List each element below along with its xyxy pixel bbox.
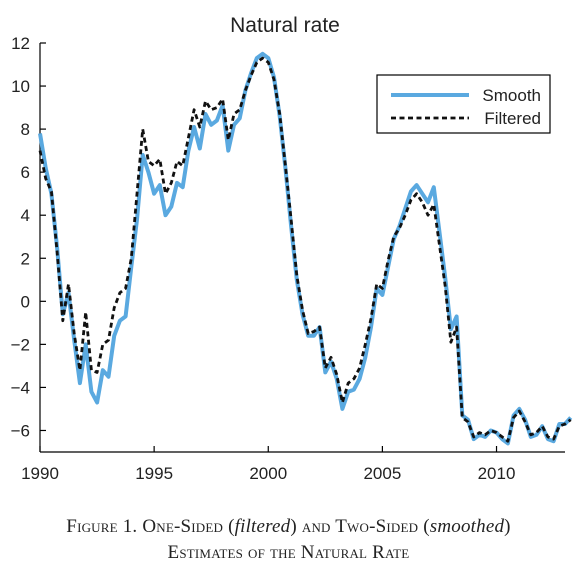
- natural-rate-chart: Natural rate 12 10 8 6 4 2 0 −2 −4 −6 1990 1995 2000…: [11, 14, 573, 483]
- legend-label-filtered: Filtered: [484, 109, 541, 128]
- legend-label-smooth: Smooth: [482, 86, 541, 105]
- x-tick-label: 1990: [21, 464, 59, 483]
- y-tick-label: −4: [11, 378, 30, 397]
- caption-prefix: Figure 1. One-Sided (: [66, 516, 235, 537]
- legend: Smooth Filtered: [376, 74, 551, 134]
- y-tick-label: 8: [21, 120, 30, 139]
- caption-italic-smoothed: smoothed: [429, 516, 505, 537]
- x-tick-label: 2005: [363, 464, 401, 483]
- legend-box: [376, 74, 551, 134]
- y-tick-label: 0: [21, 292, 30, 311]
- caption-mid: ) and Two-Sided (: [290, 516, 430, 537]
- x-tick-label: 2000: [249, 464, 287, 483]
- y-tick-label: 4: [21, 206, 30, 225]
- chart-title: Natural rate: [230, 14, 340, 37]
- y-tick-label: −6: [11, 421, 30, 440]
- y-tick-label: 12: [11, 34, 30, 53]
- caption-line-2: Estimates of the Natural Rate: [167, 542, 410, 563]
- y-tick-label: 6: [21, 163, 30, 182]
- x-tick-label: 2010: [478, 464, 516, 483]
- x-tick-label: 1995: [135, 464, 173, 483]
- axes: 12 10 8 6 4 2 0 −2 −4 −6 1990 1995 2000 2005 2010: [11, 34, 565, 483]
- y-tick-label: −2: [11, 335, 30, 354]
- series-line-filtered: [38, 56, 572, 443]
- y-tick-label: 10: [11, 77, 30, 96]
- caption-suffix: ): [504, 516, 511, 537]
- series-layer: [38, 51, 573, 446]
- caption-line-1: Figure 1. One-Sided (filtered) and Two-S…: [0, 516, 577, 538]
- y-tick-label: 2: [21, 249, 30, 268]
- caption-italic-filtered: filtered: [234, 516, 291, 537]
